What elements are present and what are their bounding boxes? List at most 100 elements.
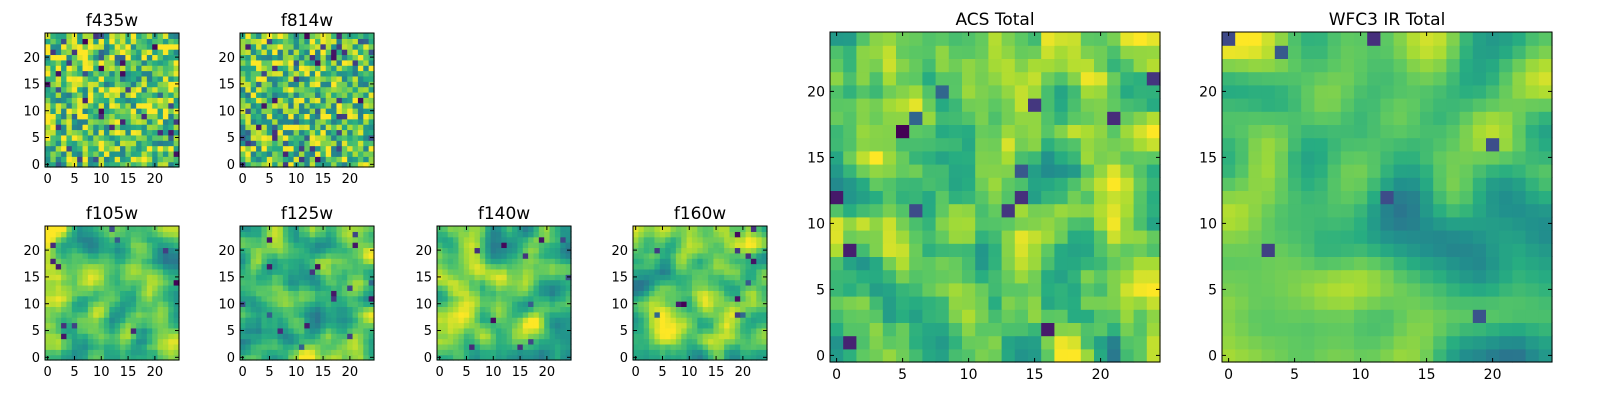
heatmap-cell bbox=[325, 247, 332, 254]
heatmap-cell bbox=[718, 226, 725, 232]
heatmap-cell bbox=[136, 252, 143, 259]
heatmap-cell bbox=[1459, 216, 1474, 231]
heatmap-cell bbox=[352, 54, 359, 61]
heatmap-cell bbox=[352, 156, 359, 163]
heatmap-cell bbox=[341, 258, 348, 265]
heatmap-cell bbox=[103, 268, 110, 275]
heatmap-cell bbox=[740, 274, 747, 281]
heatmap-cell bbox=[681, 301, 688, 307]
heatmap-cell bbox=[87, 134, 94, 141]
heatmap-cell bbox=[66, 161, 73, 168]
heatmap-cell bbox=[331, 258, 338, 265]
heatmap-cell bbox=[120, 140, 126, 147]
heatmap-cell bbox=[357, 268, 364, 275]
heatmap-cell bbox=[250, 268, 257, 275]
heatmap-cell bbox=[638, 252, 645, 259]
heatmap-cell bbox=[157, 236, 164, 243]
heatmap-cell bbox=[1380, 216, 1395, 231]
heatmap-cell bbox=[665, 333, 672, 340]
heatmap-cell bbox=[363, 268, 370, 275]
heatmap-cell bbox=[87, 102, 94, 109]
heatmap-cell bbox=[522, 247, 529, 254]
heatmap-cell bbox=[304, 301, 311, 307]
heatmap-cell bbox=[245, 49, 252, 56]
heatmap-cell bbox=[320, 156, 327, 163]
heatmap-cell bbox=[250, 140, 257, 147]
heatmap-cell bbox=[320, 252, 327, 259]
heatmap-cell bbox=[447, 274, 454, 281]
heatmap-cell bbox=[320, 349, 327, 356]
heatmap-cell bbox=[506, 295, 513, 302]
x-tick-label: 5 bbox=[658, 365, 666, 380]
heatmap-cell bbox=[1107, 150, 1121, 165]
heatmap-cell bbox=[988, 256, 1003, 271]
heatmap-cell bbox=[869, 296, 884, 310]
heatmap-cell bbox=[245, 290, 252, 297]
heatmap-cell bbox=[1261, 164, 1276, 178]
heatmap-cell bbox=[277, 327, 284, 334]
heatmap-cell bbox=[288, 33, 295, 39]
heatmap-cell bbox=[325, 118, 332, 125]
heatmap-cell bbox=[1014, 98, 1029, 112]
heatmap-cell bbox=[659, 333, 666, 340]
heatmap-cell bbox=[82, 49, 89, 56]
heatmap-cell bbox=[485, 247, 492, 254]
heatmap-cell bbox=[152, 311, 159, 318]
heatmap-cell bbox=[1367, 177, 1381, 191]
heatmap-cell bbox=[363, 70, 370, 77]
heatmap-cell bbox=[740, 290, 747, 297]
heatmap-cell bbox=[61, 54, 68, 61]
heatmap-cell bbox=[173, 102, 180, 109]
heatmap-cell bbox=[363, 252, 370, 259]
heatmap-cell bbox=[331, 102, 338, 109]
heatmap-cell bbox=[320, 268, 327, 275]
heatmap-cell bbox=[533, 301, 540, 307]
heatmap-cell bbox=[272, 33, 279, 39]
heatmap-cell bbox=[320, 129, 327, 136]
heatmap-cell bbox=[453, 231, 460, 238]
heatmap-cell bbox=[756, 226, 763, 232]
heatmap-cell bbox=[256, 263, 263, 270]
heatmap-cell bbox=[734, 349, 741, 356]
heatmap-cell bbox=[341, 113, 348, 120]
heatmap-cell bbox=[341, 252, 348, 259]
heatmap-cell bbox=[560, 301, 567, 307]
heatmap-cell bbox=[87, 145, 94, 152]
heatmap-cell bbox=[745, 322, 752, 329]
heatmap-cell bbox=[1288, 256, 1302, 271]
heatmap-cell bbox=[309, 343, 316, 350]
heatmap-cell bbox=[298, 150, 305, 157]
heatmap-cell bbox=[750, 354, 757, 361]
heatmap-cell bbox=[341, 102, 348, 109]
heatmap-cell bbox=[1512, 190, 1527, 205]
heatmap-cell bbox=[659, 343, 666, 350]
heatmap-cell bbox=[288, 81, 295, 88]
heatmap-cell bbox=[240, 338, 246, 345]
heatmap-cell bbox=[1367, 348, 1381, 363]
heatmap-cell bbox=[304, 97, 311, 104]
heatmap-cell bbox=[1133, 190, 1148, 205]
heatmap-cell bbox=[282, 301, 289, 307]
heatmap-cell bbox=[869, 45, 884, 59]
heatmap-cell bbox=[55, 86, 62, 93]
heatmap-cell bbox=[1512, 269, 1527, 284]
heatmap-cell bbox=[734, 226, 741, 232]
heatmap-cell bbox=[565, 295, 572, 302]
heatmap-cell bbox=[681, 268, 688, 275]
heatmap-cell bbox=[261, 279, 268, 286]
heatmap-cell bbox=[517, 343, 524, 350]
heatmap-cell bbox=[633, 242, 639, 249]
heatmap-cell bbox=[336, 268, 343, 275]
heatmap-cell bbox=[724, 295, 731, 302]
heatmap-cell bbox=[1146, 216, 1161, 231]
heatmap-cell bbox=[1486, 269, 1500, 284]
heatmap-cell bbox=[830, 164, 844, 178]
heatmap-cell bbox=[304, 252, 311, 259]
heatmap-cell bbox=[341, 290, 348, 297]
heatmap-cell bbox=[1380, 322, 1395, 337]
heatmap-cell bbox=[315, 91, 321, 98]
heatmap-cell bbox=[533, 231, 540, 238]
heatmap-cell bbox=[501, 290, 508, 297]
heatmap-cell bbox=[304, 311, 311, 318]
heatmap-cell bbox=[272, 38, 279, 45]
